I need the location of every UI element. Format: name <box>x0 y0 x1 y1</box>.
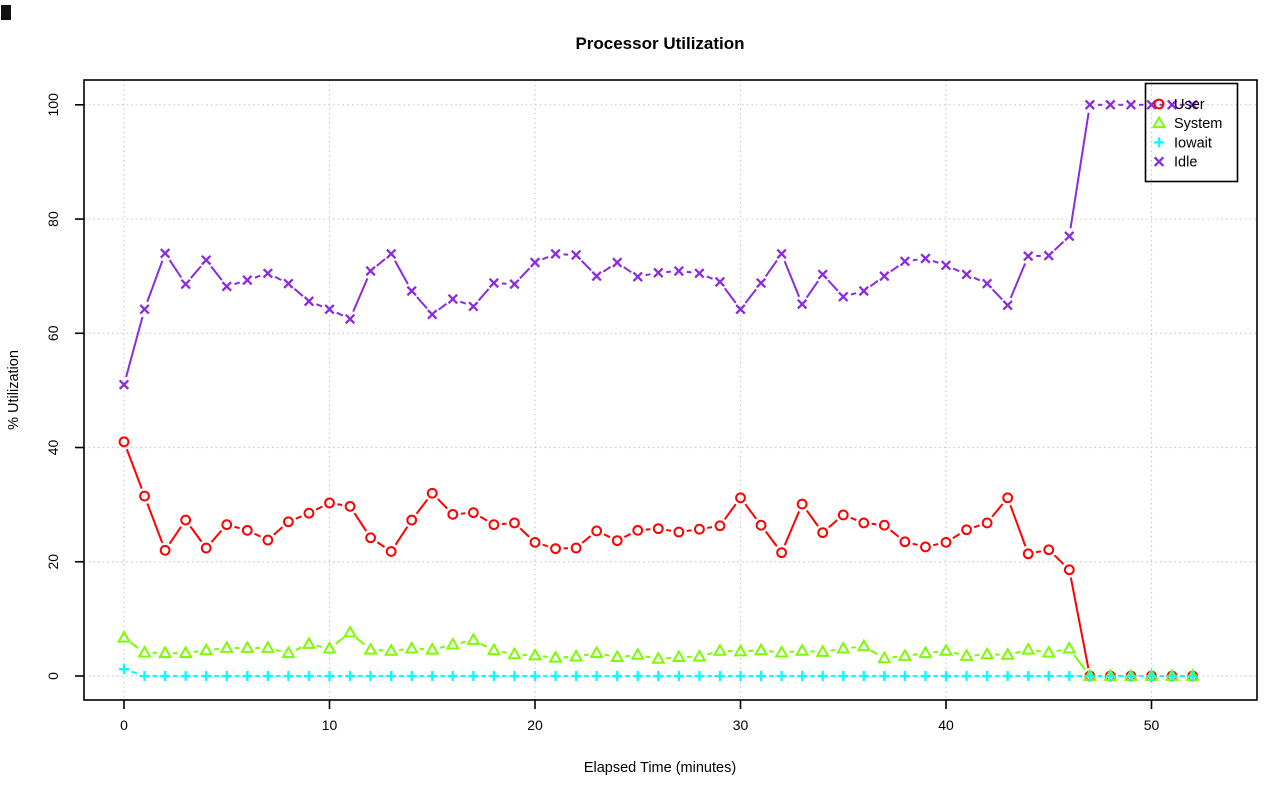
series-line-segment <box>234 527 239 528</box>
series-line-segment <box>913 654 918 655</box>
series-line-segment <box>625 656 630 657</box>
series-line-segment <box>687 530 692 531</box>
series-line-segment <box>502 652 507 653</box>
x-tick-label: 30 <box>733 717 749 733</box>
y-tick-label: 20 <box>45 554 61 570</box>
series-line-segment <box>543 656 548 657</box>
series-line-segment <box>399 649 404 650</box>
y-tick-label: 80 <box>45 211 61 227</box>
series-line-segment <box>276 650 281 651</box>
series-line-segment <box>872 524 877 525</box>
series-line-segment <box>666 530 671 531</box>
series-line-segment <box>892 657 897 658</box>
legend-label-system: System <box>1174 116 1222 132</box>
series-line-segment <box>440 647 445 648</box>
series-line-segment <box>461 642 466 643</box>
y-tick-label: 40 <box>45 440 61 456</box>
series-line-segment <box>1036 551 1041 552</box>
screen-corner-artifact <box>1 5 11 20</box>
series-line-segment <box>707 527 712 528</box>
series-line-segment <box>933 652 938 653</box>
series-line-segment <box>851 293 856 294</box>
y-tick-label: 100 <box>45 93 61 117</box>
y-axis-label: % Utilization <box>6 350 22 430</box>
series-line-segment <box>646 656 651 657</box>
series-line-segment <box>851 647 856 648</box>
series-line-segment <box>769 651 774 652</box>
series-line-segment <box>954 653 959 654</box>
x-tick-label: 20 <box>527 717 543 733</box>
series-line-segment <box>584 654 589 655</box>
series-line-segment <box>317 646 322 647</box>
series-line-segment <box>913 544 918 545</box>
x-tick-label: 10 <box>322 717 338 733</box>
series-line-segment <box>194 651 199 652</box>
legend-label-idle: Idle <box>1174 155 1197 171</box>
x-tick-label: 50 <box>1144 717 1160 733</box>
chart-title: Processor Utilization <box>575 34 744 53</box>
series-line-segment <box>605 655 610 656</box>
x-tick-label: 40 <box>938 717 954 733</box>
series-line-segment <box>687 272 692 273</box>
x-tick-label: 0 <box>120 717 128 733</box>
series-line-segment <box>1057 650 1062 651</box>
y-tick-label: 60 <box>45 325 61 341</box>
series-line-segment <box>337 504 342 505</box>
series-line-segment <box>933 544 938 545</box>
series-line-segment <box>707 653 712 654</box>
series-line-segment <box>913 260 918 261</box>
series-line-segment <box>1015 652 1020 653</box>
series-line-segment <box>831 650 836 651</box>
series-line-segment <box>1036 651 1041 652</box>
y-tick-label: 0 <box>45 672 61 680</box>
series-line-segment <box>214 649 219 650</box>
legend-label-iowait: Iowait <box>1174 135 1212 151</box>
legend-label-user: User <box>1174 97 1205 113</box>
series-line-segment <box>646 274 651 275</box>
x-axis-label: Elapsed Time (minutes) <box>584 760 736 776</box>
